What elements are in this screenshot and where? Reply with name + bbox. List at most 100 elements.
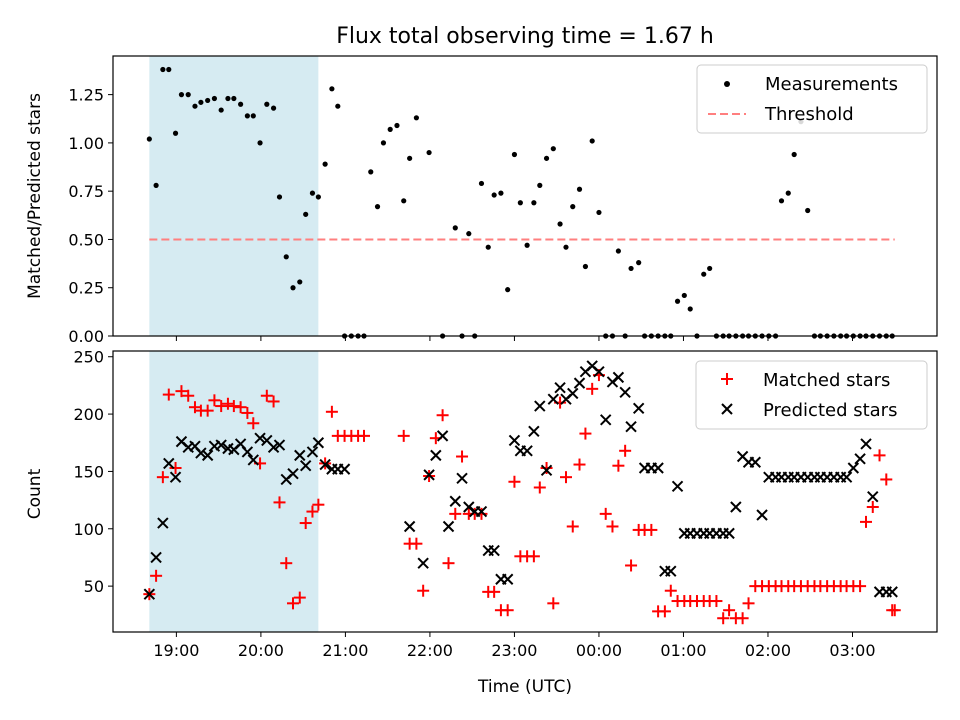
- matched-star-point: [888, 604, 901, 617]
- measurement-point: [374, 204, 381, 210]
- matched-star-point: [717, 612, 730, 625]
- predicted-star-point: [534, 400, 546, 412]
- measurement-point: [785, 190, 791, 196]
- predicted-star-point: [436, 430, 449, 442]
- matched-star-point: [664, 584, 677, 597]
- measurement-point: [628, 265, 634, 272]
- matched-star-point: [306, 505, 319, 518]
- measurement-point: [701, 271, 707, 277]
- measurement-point: [283, 254, 289, 260]
- matched-star-point: [547, 597, 560, 610]
- measurement-point: [498, 190, 504, 196]
- bottom-panel: 50 100 150 200 250 19:00 20:00 21:00 22:00 23:00…: [25, 348, 938, 697]
- matched-star-point: [559, 471, 572, 484]
- predicted-star-point: [521, 445, 533, 457]
- measurement-point: [315, 194, 321, 200]
- predicted-star-point: [254, 432, 266, 444]
- matched-star-point: [442, 557, 455, 570]
- legend-threshold-label: Threshold: [764, 104, 854, 125]
- top-y-axis-label: Matched/Predicted stars: [25, 93, 45, 299]
- predicted-star-point: [403, 520, 416, 533]
- bottom-y-tick-label: 200: [73, 405, 104, 424]
- matched-star-point: [625, 559, 638, 572]
- top-legend-box: [696, 64, 928, 134]
- measurement-point: [778, 198, 785, 204]
- measurement-point: [297, 279, 303, 285]
- matched-star-point: [293, 591, 306, 604]
- predicted-star-point: [730, 501, 742, 513]
- measurement-point: [511, 151, 518, 158]
- matched-star-point: [247, 417, 260, 430]
- matched-star-point: [221, 397, 234, 410]
- top-plot-frame: [112, 55, 938, 337]
- measurement-point: [250, 113, 256, 119]
- measurement-point: [153, 182, 159, 188]
- measurement-point: [160, 66, 166, 73]
- bottom-x-tick-label: 20:00: [238, 641, 284, 660]
- matched-star-point: [658, 605, 671, 618]
- matched-star-point: [436, 409, 449, 422]
- measurement-point: [524, 242, 530, 248]
- predicted-star-point: [169, 471, 182, 483]
- predicted-star-point: [860, 438, 872, 450]
- matched-star-point: [645, 523, 658, 536]
- predicted-star-point: [294, 449, 306, 462]
- predicted-star-point: [338, 463, 351, 475]
- predicted-star-point: [547, 393, 560, 405]
- matched-star-point: [150, 569, 163, 582]
- measurement-point: [387, 126, 393, 132]
- matched-star-point: [860, 515, 873, 528]
- measurement-point: [805, 207, 811, 214]
- measurement-point: [596, 209, 602, 216]
- matched-star-point: [599, 507, 612, 520]
- predicted-star-point: [423, 469, 435, 481]
- matched-star-point: [866, 500, 879, 513]
- measurement-point: [172, 130, 179, 136]
- measurement-point: [478, 180, 485, 187]
- measurement-point: [485, 244, 491, 250]
- predicted-star-point: [573, 377, 586, 389]
- predicted-star-point: [456, 472, 468, 485]
- matched-star-point: [573, 458, 586, 471]
- matched-star-point: [540, 461, 553, 474]
- matched-star-point: [397, 429, 410, 442]
- top-highlight-span: [149, 56, 319, 336]
- measurement-point: [531, 200, 537, 206]
- predicted-star-point: [287, 468, 299, 480]
- bottom-x-axis-label: Time (UTC): [477, 677, 572, 697]
- measurement-point: [368, 169, 374, 175]
- measurement-point: [205, 97, 211, 104]
- matched-star-point: [880, 473, 893, 486]
- bottom-y-tick-label: 50: [84, 577, 104, 596]
- measurement-point: [218, 107, 224, 113]
- matched-star-point: [260, 389, 273, 402]
- measurement-point: [491, 192, 497, 198]
- measurement-point: [290, 285, 296, 291]
- predicted-star-point: [241, 446, 254, 458]
- bottom-x-axis-ticks: 19:00 20:00 21:00 22:00 23:00 00:00 01:00 02:00…: [153, 632, 876, 660]
- predicted-star-point: [619, 386, 631, 398]
- top-y-tick-label: 0.25: [68, 279, 104, 298]
- matched-star-point: [312, 498, 325, 511]
- predicted-star-point: [567, 387, 579, 400]
- measurement-point: [413, 115, 420, 121]
- measurement-point: [244, 113, 250, 119]
- measurement-point: [146, 136, 152, 142]
- measurement-point: [394, 122, 400, 129]
- legend-matched-marker: [721, 373, 733, 385]
- matched-star-point: [612, 459, 625, 472]
- matched-star-point: [873, 449, 886, 462]
- matched-star-point: [606, 520, 619, 533]
- measurement-point: [589, 138, 595, 144]
- matched-star-point: [533, 481, 546, 494]
- measurement-point: [505, 287, 511, 293]
- matched-star-point: [488, 585, 501, 598]
- measurement-point: [452, 225, 458, 231]
- predicted-star-point: [671, 480, 684, 493]
- predicted-star-point: [625, 420, 637, 433]
- measurement-point: [537, 182, 543, 188]
- matched-star-point: [417, 584, 430, 597]
- top-y-tick-label: 1.00: [68, 134, 104, 153]
- bottom-y-axis-label: Count: [25, 468, 45, 519]
- predicted-star-point: [475, 505, 488, 518]
